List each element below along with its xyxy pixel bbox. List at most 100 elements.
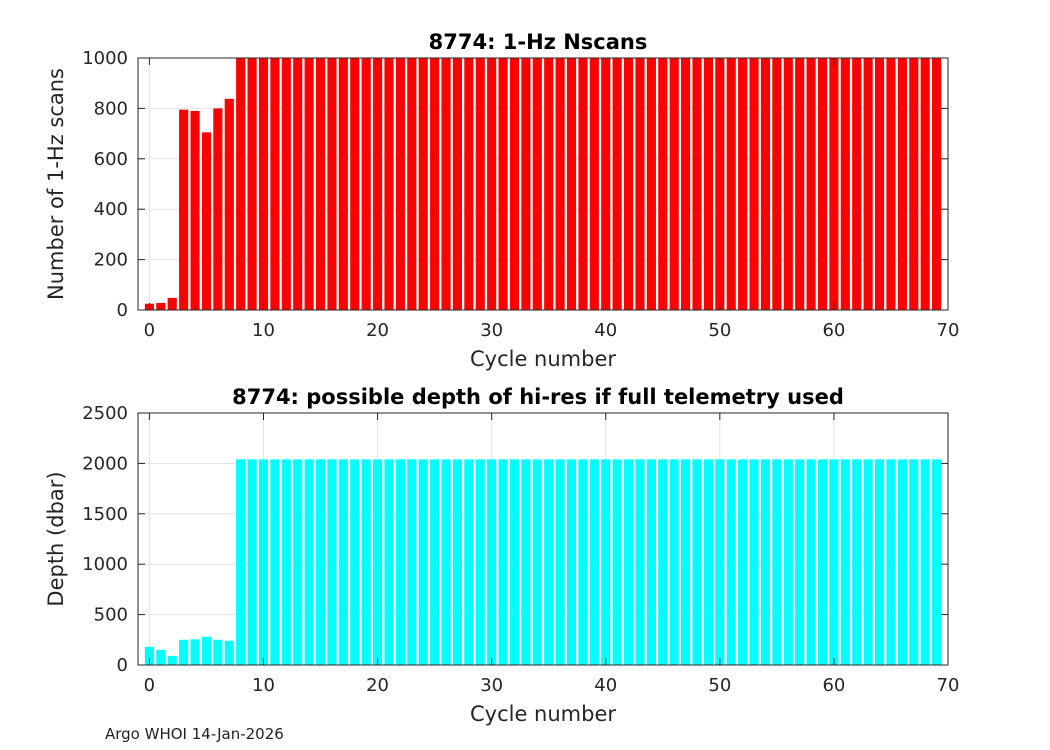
bar-cycle-57	[795, 58, 805, 310]
bar-cycle-36	[555, 58, 565, 310]
bar-cycle-17	[338, 459, 348, 665]
y-tick-label: 1000	[82, 554, 128, 575]
x-tick-label: 70	[937, 675, 960, 696]
bar-cycle-51	[726, 459, 736, 665]
bar-cycle-25	[430, 459, 440, 665]
bar-cycle-48	[692, 459, 702, 665]
bar-cycle-30	[487, 459, 497, 665]
x-tick-label: 20	[366, 675, 389, 696]
y-tick-label: 800	[94, 98, 128, 119]
x-tick-label: 10	[252, 320, 275, 341]
bar-cycle-24	[418, 58, 428, 310]
bar-cycle-20	[373, 58, 383, 310]
bar-cycle-53	[749, 58, 759, 310]
bar-cycle-7	[224, 640, 234, 665]
bar-cycle-54	[760, 58, 771, 310]
bar-cycle-59	[817, 459, 828, 665]
y-tick-label: 1500	[82, 504, 128, 525]
bar-cycle-9	[247, 58, 257, 310]
bar-cycle-7	[224, 98, 234, 310]
bar-cycle-41	[612, 58, 622, 310]
bar-cycle-16	[327, 58, 337, 310]
bar-cycle-11	[270, 459, 280, 665]
bar-cycle-49	[703, 58, 713, 310]
bar-cycle-6	[213, 108, 223, 311]
bar-cycle-33	[521, 58, 531, 310]
bar-cycle-27	[452, 459, 462, 665]
bar-cycle-15	[315, 459, 326, 665]
bar-cycle-17	[338, 58, 348, 310]
bar-cycle-67	[909, 58, 919, 310]
bar-cycle-35	[544, 58, 554, 310]
bar-cycle-46	[669, 459, 679, 665]
bar-cycle-65	[886, 58, 896, 310]
bar-cycle-50	[715, 58, 725, 310]
bar-cycle-59	[817, 58, 828, 310]
bar-cycle-38	[578, 459, 588, 665]
bar-cycle-22	[395, 58, 405, 310]
bar-cycle-4	[190, 110, 200, 310]
y-tick-label: 1000	[82, 48, 128, 69]
bar-cycle-60	[829, 58, 839, 310]
bar-cycle-33	[521, 459, 531, 665]
y-tick-label: 200	[94, 250, 128, 271]
bar-cycle-8	[236, 459, 246, 665]
bar-cycle-52	[738, 58, 748, 310]
x-axis-label: Cycle number	[470, 702, 616, 726]
bar-cycle-63	[863, 58, 873, 310]
y-axis-label: Depth (dbar)	[44, 471, 68, 606]
bar-cycle-15	[315, 58, 326, 310]
bar-cycle-66	[897, 459, 907, 665]
bar-cycle-60	[829, 459, 839, 665]
bar-cycle-56	[783, 58, 793, 310]
bar-cycle-39	[589, 459, 599, 665]
bar-cycle-42	[624, 58, 634, 310]
bar-cycle-16	[327, 459, 337, 665]
x-tick-label: 40	[594, 320, 617, 341]
footer-credit: Argo WHOI 14-Jan-2026	[105, 725, 284, 743]
y-tick-label: 2500	[82, 403, 128, 424]
bar-cycle-55	[772, 58, 782, 310]
bar-cycle-58	[806, 58, 816, 310]
bar-cycle-52	[738, 459, 748, 665]
x-tick-label: 0	[144, 675, 155, 696]
x-tick-label: 40	[594, 675, 617, 696]
bar-cycle-48	[692, 58, 702, 310]
bar-cycle-32	[509, 58, 520, 310]
bar-cycle-8	[236, 58, 246, 310]
bar-cycle-9	[247, 459, 257, 665]
bar-cycle-31	[498, 58, 508, 310]
bar-cycle-65	[886, 459, 896, 665]
bar-cycle-13	[293, 58, 303, 310]
chart-title: 8774: possible depth of hi-res if full t…	[232, 385, 844, 409]
bar-cycle-35	[544, 459, 554, 665]
bar-cycle-43	[635, 459, 645, 665]
bar-cycle-47	[681, 58, 691, 310]
bar-cycle-57	[795, 459, 805, 665]
bar-cycle-26	[441, 459, 451, 665]
bar-cycle-62	[852, 58, 862, 310]
bar-cycle-50	[715, 459, 725, 665]
bar-cycle-45	[658, 459, 668, 665]
bar-cycle-64	[874, 459, 885, 665]
bar-cycle-1	[156, 302, 166, 310]
bar-cycle-54	[760, 459, 771, 665]
bar-cycle-12	[281, 459, 291, 665]
bar-cycle-44	[646, 459, 656, 665]
bar-cycle-34	[532, 459, 542, 665]
bar-cycle-51	[726, 58, 736, 310]
bar-cycle-14	[304, 58, 314, 310]
bar-cycle-40	[601, 459, 611, 665]
bar-cycle-24	[418, 459, 428, 665]
bar-cycle-1	[156, 649, 166, 665]
bar-cycle-28	[464, 459, 474, 665]
bar-cycle-13	[293, 459, 303, 665]
bar-cycle-68	[920, 459, 930, 665]
bar-cycle-11	[270, 58, 280, 310]
bar-cycle-46	[669, 58, 679, 310]
bar-cycle-41	[612, 459, 622, 665]
x-tick-label: 20	[366, 320, 389, 341]
chart-title: 8774: 1-Hz Nscans	[429, 30, 648, 54]
bar-cycle-23	[407, 58, 417, 310]
